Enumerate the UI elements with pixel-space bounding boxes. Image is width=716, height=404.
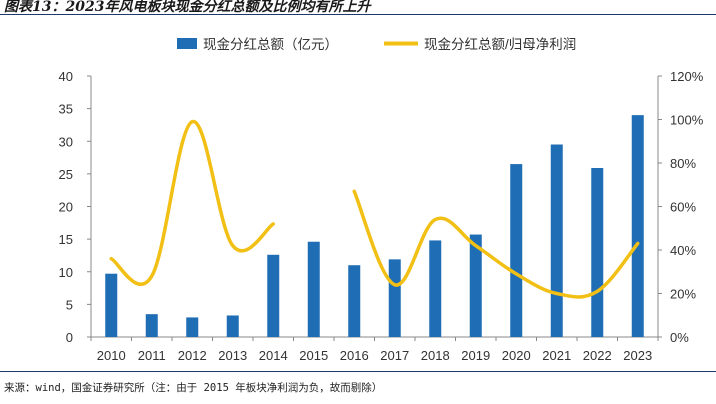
legend-label-line: 现金分红总额/归母净利润 <box>424 36 576 52</box>
y-left-tick-label: 35 <box>59 102 73 117</box>
legend-label-bar: 现金分红总额（亿元） <box>203 37 338 52</box>
bar-2011 <box>145 314 158 337</box>
bar-2021 <box>550 144 563 337</box>
y-right-tick-label: 120% <box>670 69 704 84</box>
y-right-tick-label: 80% <box>670 156 696 171</box>
y-left-tick-label: 30 <box>59 134 73 149</box>
y-left-tick-label: 25 <box>59 167 73 182</box>
footer-divider <box>0 371 716 372</box>
bar-2012 <box>186 317 199 337</box>
y-left-tick-label: 5 <box>66 297 73 312</box>
y-right-tick-label: 0% <box>670 330 689 345</box>
x-tick-label: 2015 <box>299 348 328 363</box>
x-tick-label: 2020 <box>502 348 531 363</box>
bar-2022 <box>591 168 604 337</box>
bar-2018 <box>429 240 442 337</box>
bar-2016 <box>348 265 361 337</box>
y-left-tick-label: 15 <box>59 232 73 247</box>
bar-2020 <box>510 164 523 337</box>
y-left-tick-label: 10 <box>59 265 73 280</box>
bar-2019 <box>469 234 482 337</box>
line-series <box>109 119 640 299</box>
chart-legend: 现金分红总额（亿元） 现金分红总额/归母净利润 <box>177 36 576 52</box>
x-tick-label: 2010 <box>97 348 126 363</box>
y-right-tick-label: 20% <box>670 287 696 302</box>
x-tick-label: 2013 <box>218 348 247 363</box>
x-tick-label: 2016 <box>340 348 369 363</box>
bar-2013 <box>226 315 239 337</box>
y-right-tick-label: 40% <box>670 243 696 258</box>
x-tick-label: 2017 <box>380 348 409 363</box>
y-left-tick-label: 20 <box>59 200 73 215</box>
x-tick-label: 2021 <box>542 348 571 363</box>
title-divider <box>0 14 716 15</box>
x-tick-label: 2022 <box>583 348 612 363</box>
x-tick-label: 2023 <box>623 348 652 363</box>
bar-2014 <box>267 254 280 337</box>
x-tick-label: 2012 <box>178 348 207 363</box>
y-right-tick-label: 60% <box>670 200 696 215</box>
x-tick-label: 2019 <box>461 348 490 363</box>
legend-swatch-bar <box>177 38 197 49</box>
chart-title: 图表13：2023年风电板块现金分红总额及比例均有所上升 <box>4 0 371 15</box>
y-left-tick-label: 0 <box>66 330 73 345</box>
x-tick-label: 2014 <box>259 348 288 363</box>
bar-2010 <box>105 273 118 337</box>
combo-chart: 现金分红总额（亿元） 现金分红总额/归母净利润 05101520253035400… <box>59 36 704 363</box>
source-note: 来源：wind，国金证券研究所（注：由于 2015 年板块净利润为负，故而剔除） <box>4 382 383 394</box>
bar-2023 <box>631 115 644 338</box>
bar-2015 <box>307 241 320 337</box>
chart-axes: 0 5 10 15 20 25 30 35 40 0% 20% 40% 60% 80% 100% 120% 20… <box>59 69 704 363</box>
y-left-tick-label: 40 <box>59 69 73 84</box>
x-tick-label: 2011 <box>138 348 166 363</box>
ratio-line-segment-1 <box>109 119 275 286</box>
x-tick-label: 2018 <box>421 348 450 363</box>
bar-2017 <box>388 259 401 337</box>
bar-series <box>105 115 644 338</box>
y-right-tick-label: 100% <box>670 113 704 128</box>
